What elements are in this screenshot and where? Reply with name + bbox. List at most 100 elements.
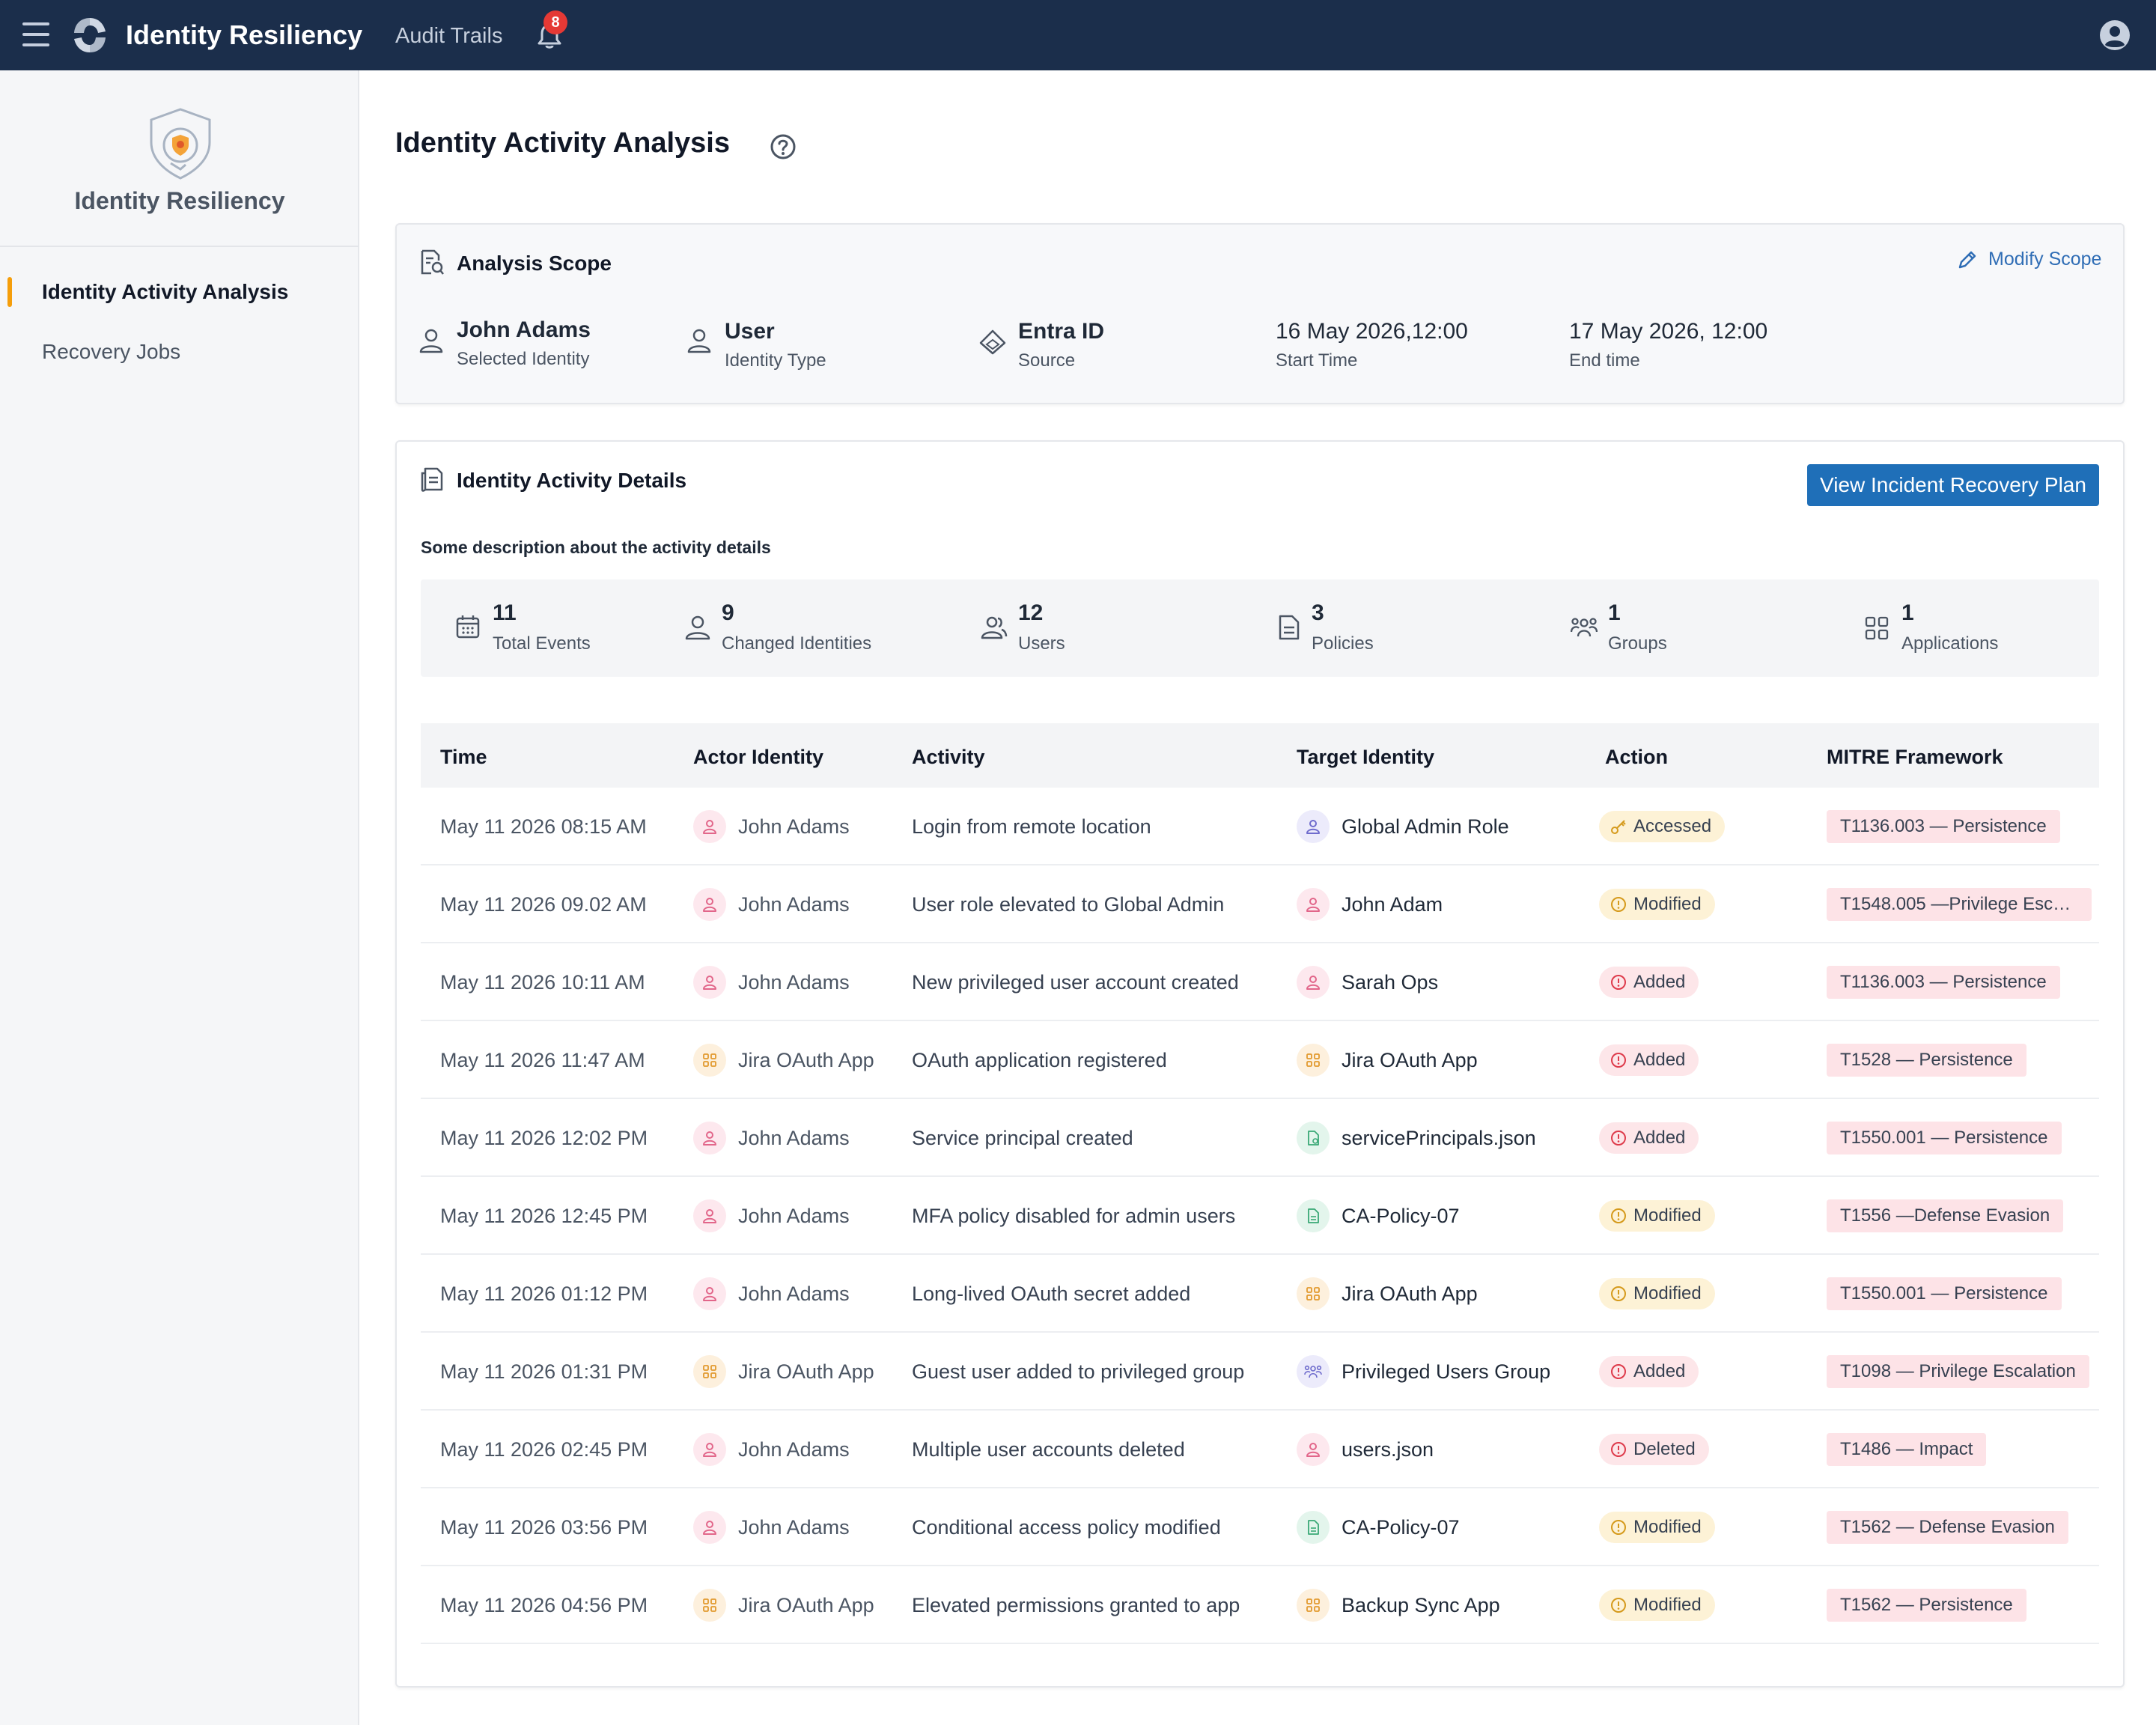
row-target[interactable]: CA-Policy-07: [1297, 1488, 1460, 1566]
row-activity: Multiple user accounts deleted: [912, 1438, 1185, 1461]
mitre-tag[interactable]: T1528 — Persistence: [1827, 1044, 2026, 1077]
row-target[interactable]: Jira OAuth App: [1297, 1021, 1478, 1099]
row-target[interactable]: Sarah Ops: [1297, 943, 1438, 1021]
row-time: May 11 2026 01:31 PM: [440, 1360, 648, 1383]
help-icon[interactable]: [770, 133, 797, 160]
action-badge: Modified: [1599, 1200, 1715, 1232]
table-row[interactable]: May 11 2026 11:47 AM Jira OAuth App OAuth …: [421, 1021, 2099, 1099]
action-badge-label: Modified: [1633, 1517, 1702, 1537]
view-incident-recovery-plan-button[interactable]: View Incident Recovery Plan: [1807, 464, 2099, 506]
user-icon: [1297, 888, 1330, 921]
table-row[interactable]: May 11 2026 09.02 AM John Adams User role …: [421, 865, 2099, 943]
nav-audit-trails[interactable]: Audit Trails: [395, 24, 503, 48]
stat-changed-value: 9: [722, 600, 734, 625]
row-actor[interactable]: John Adams: [693, 1099, 850, 1177]
row-mitre: T1550.001 — Persistence: [1827, 1255, 2062, 1333]
row-target[interactable]: John Adam: [1297, 865, 1443, 943]
scope-end-label: End time: [1569, 350, 1640, 371]
action-badge-label: Modified: [1633, 1205, 1702, 1226]
table-row[interactable]: May 11 2026 04:56 PM Jira OAuth App Elevat…: [421, 1566, 2099, 1644]
mitre-tag[interactable]: T1098 — Privilege Escalation: [1827, 1355, 2089, 1388]
table-row[interactable]: May 11 2026 01:12 PM John Adams Long-lived…: [421, 1255, 2099, 1333]
analysis-scope-title: Analysis Scope: [457, 252, 612, 275]
row-mitre: T1528 — Persistence: [1827, 1021, 2026, 1099]
sidebar-brand: Identity Resiliency: [74, 187, 285, 214]
table-row[interactable]: May 11 2026 12:45 PM John Adams MFA policy…: [421, 1177, 2099, 1255]
app-icon: [1297, 1277, 1330, 1310]
row-actor[interactable]: John Adams: [693, 1411, 850, 1488]
row-mitre: T1136.003 — Persistence: [1827, 943, 2060, 1021]
column-header-target[interactable]: Target Identity: [1297, 746, 1435, 768]
table-row[interactable]: May 11 2026 01:31 PM Jira OAuth App Guest …: [421, 1333, 2099, 1411]
row-time: May 11 2026 08:15 AM: [440, 815, 647, 838]
sidebar-item-identity-activity-analysis[interactable]: Identity Activity Analysis: [42, 280, 289, 303]
row-action: Added: [1599, 1021, 1699, 1099]
row-target[interactable]: Jira OAuth App: [1297, 1255, 1478, 1333]
groups-icon: [1571, 618, 1598, 637]
column-header-action[interactable]: Action: [1605, 746, 1668, 768]
report-icon: [421, 467, 443, 492]
stat-groups-label: Groups: [1608, 633, 1667, 654]
app-icon: [693, 1044, 726, 1077]
row-actor[interactable]: John Adams: [693, 1255, 850, 1333]
mitre-tag[interactable]: T1556 —Defense Evasion: [1827, 1199, 2064, 1232]
mitre-tag[interactable]: T1550.001 — Persistence: [1827, 1122, 2062, 1154]
row-actor[interactable]: John Adams: [693, 1488, 850, 1566]
policy-icon: [1297, 1511, 1330, 1544]
app-logo-icon: [74, 18, 106, 52]
column-header-actor[interactable]: Actor Identity: [693, 746, 824, 768]
alert-icon: [1611, 1053, 1626, 1068]
row-target[interactable]: Backup Sync App: [1297, 1566, 1500, 1644]
action-badge: Added: [1599, 967, 1699, 998]
row-actor[interactable]: Jira OAuth App: [693, 1021, 874, 1099]
mitre-tag[interactable]: T1136.003 — Persistence: [1827, 966, 2060, 999]
table-row[interactable]: May 11 2026 03:56 PM John Adams Conditiona…: [421, 1488, 2099, 1566]
row-target-name: Global Admin Role: [1342, 815, 1509, 838]
stat-apps-label: Applications: [1901, 633, 1999, 654]
table-row[interactable]: May 11 2026 08:15 AM John Adams Login from…: [421, 788, 2099, 865]
mitre-tag[interactable]: T1550.001 — Persistence: [1827, 1277, 2062, 1310]
row-target[interactable]: CA-Policy-07: [1297, 1177, 1460, 1255]
modify-scope-link[interactable]: Modify Scope: [1957, 249, 2101, 270]
row-target[interactable]: servicePrincipals.json: [1297, 1099, 1536, 1177]
row-actor[interactable]: John Adams: [693, 1177, 850, 1255]
info-icon: [1611, 897, 1626, 912]
row-mitre: T1562 — Defense Evasion: [1827, 1488, 2068, 1566]
page-title: Identity Activity Analysis: [395, 127, 730, 159]
row-target[interactable]: users.json: [1297, 1411, 1434, 1488]
row-actor[interactable]: Jira OAuth App: [693, 1566, 874, 1644]
row-target-name: CA-Policy-07: [1342, 1204, 1460, 1227]
alert-icon: [1611, 975, 1626, 990]
mitre-tag[interactable]: T1562 — Persistence: [1827, 1589, 2026, 1622]
row-target[interactable]: Global Admin Role: [1297, 788, 1509, 865]
table-header: Time Actor Identity Activity Target Iden…: [421, 723, 2099, 788]
table-row[interactable]: May 11 2026 02:45 PM John Adams Multiple u…: [421, 1411, 2099, 1488]
hamburger-menu-icon[interactable]: [22, 22, 49, 48]
column-header-time[interactable]: Time: [440, 746, 487, 768]
scope-type-label: Identity Type: [725, 350, 826, 371]
mitre-tag[interactable]: T1136.003 — Persistence: [1827, 810, 2060, 843]
row-actor[interactable]: John Adams: [693, 865, 850, 943]
table-row[interactable]: May 11 2026 12:02 PM John Adams Service pr…: [421, 1099, 2099, 1177]
row-actor-name: John Adams: [738, 1282, 850, 1305]
mitre-tag[interactable]: T1486 — Impact: [1827, 1433, 1987, 1466]
column-header-mitre[interactable]: MITRE Framework: [1827, 746, 2003, 768]
row-target-name: Jira OAuth App: [1342, 1282, 1478, 1305]
sidebar-item-recovery-jobs[interactable]: Recovery Jobs: [42, 340, 181, 363]
mitre-tag[interactable]: T1548.005 —Privilege Escal...: [1827, 888, 2092, 921]
action-badge: Deleted: [1599, 1434, 1709, 1465]
user-type-icon: [687, 329, 711, 353]
action-badge-label: Deleted: [1633, 1439, 1696, 1459]
row-actor[interactable]: John Adams: [693, 788, 850, 865]
document-search-icon: [421, 249, 444, 275]
column-header-activity[interactable]: Activity: [912, 746, 985, 768]
row-time: May 11 2026 03:56 PM: [440, 1515, 648, 1539]
row-actor[interactable]: Jira OAuth App: [693, 1333, 874, 1411]
mitre-tag[interactable]: T1562 — Defense Evasion: [1827, 1511, 2068, 1544]
row-actor-name: John Adams: [738, 1438, 850, 1461]
row-target[interactable]: Privileged Users Group: [1297, 1333, 1550, 1411]
user-avatar-icon[interactable]: [2099, 19, 2131, 51]
user-icon: [693, 1277, 726, 1310]
table-row[interactable]: May 11 2026 10:11 AM John Adams New privil…: [421, 943, 2099, 1021]
row-actor[interactable]: John Adams: [693, 943, 850, 1021]
